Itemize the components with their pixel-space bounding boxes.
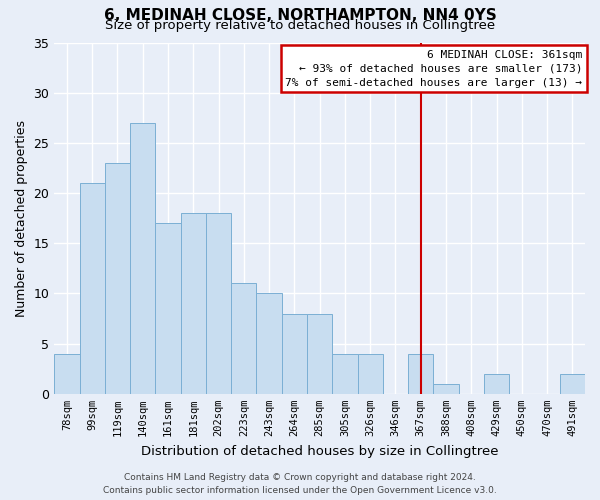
Bar [54, 354, 80, 394]
Bar [358, 354, 383, 394]
Bar [332, 354, 358, 394]
Bar [155, 223, 181, 394]
Bar [206, 213, 231, 394]
Bar [130, 123, 155, 394]
Text: Size of property relative to detached houses in Collingtree: Size of property relative to detached ho… [105, 18, 495, 32]
Text: 6 MEDINAH CLOSE: 361sqm
← 93% of detached houses are smaller (173)
7% of semi-de: 6 MEDINAH CLOSE: 361sqm ← 93% of detache… [286, 50, 583, 88]
Bar [231, 284, 256, 394]
Bar [181, 213, 206, 394]
Bar [433, 384, 458, 394]
Bar [80, 183, 105, 394]
X-axis label: Distribution of detached houses by size in Collingtree: Distribution of detached houses by size … [141, 444, 499, 458]
Y-axis label: Number of detached properties: Number of detached properties [15, 120, 28, 316]
Text: Contains HM Land Registry data © Crown copyright and database right 2024.
Contai: Contains HM Land Registry data © Crown c… [103, 474, 497, 495]
Bar [307, 314, 332, 394]
Bar [105, 163, 130, 394]
Bar [560, 374, 585, 394]
Bar [282, 314, 307, 394]
Bar [256, 294, 282, 394]
Text: 6, MEDINAH CLOSE, NORTHAMPTON, NN4 0YS: 6, MEDINAH CLOSE, NORTHAMPTON, NN4 0YS [104, 8, 496, 22]
Bar [484, 374, 509, 394]
Bar [408, 354, 433, 394]
